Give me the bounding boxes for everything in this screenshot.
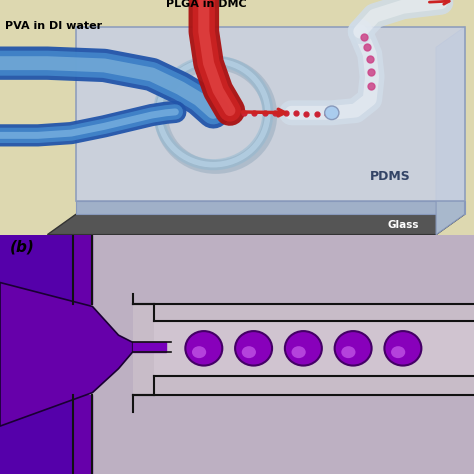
Ellipse shape xyxy=(285,331,322,365)
Ellipse shape xyxy=(185,331,222,365)
Polygon shape xyxy=(76,27,465,201)
Ellipse shape xyxy=(292,346,306,358)
Polygon shape xyxy=(133,304,474,395)
Ellipse shape xyxy=(341,346,356,358)
Ellipse shape xyxy=(192,346,206,358)
Text: PVA in DI water: PVA in DI water xyxy=(5,21,102,31)
Text: PLGA in DMC: PLGA in DMC xyxy=(166,0,246,9)
Circle shape xyxy=(325,106,339,119)
Polygon shape xyxy=(436,27,465,235)
Text: PDMS: PDMS xyxy=(370,171,410,183)
Polygon shape xyxy=(47,214,465,235)
Polygon shape xyxy=(0,235,474,474)
Ellipse shape xyxy=(391,346,405,358)
Ellipse shape xyxy=(384,331,421,365)
Ellipse shape xyxy=(235,331,272,365)
Ellipse shape xyxy=(335,331,372,365)
Polygon shape xyxy=(0,283,133,426)
Polygon shape xyxy=(76,201,465,214)
Ellipse shape xyxy=(242,346,256,358)
Polygon shape xyxy=(154,321,474,376)
Text: (b): (b) xyxy=(9,239,34,255)
Text: Glass: Glass xyxy=(387,220,419,230)
